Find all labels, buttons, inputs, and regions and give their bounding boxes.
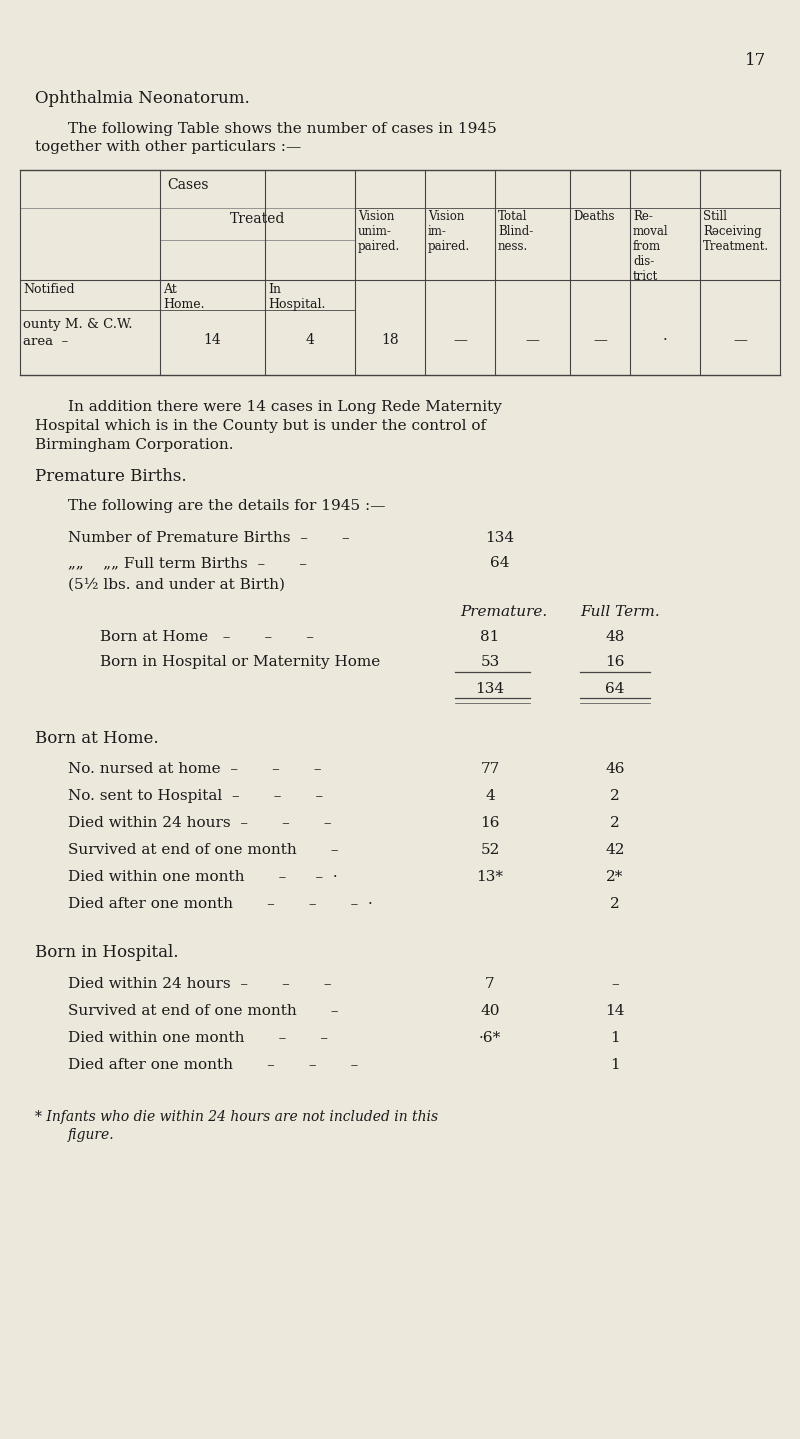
Text: Survived at end of one month       –: Survived at end of one month – — [68, 1004, 338, 1017]
Text: area  –: area – — [23, 335, 68, 348]
Text: Premature.: Premature. — [460, 604, 547, 619]
Text: 14: 14 — [606, 1004, 625, 1017]
Text: 64: 64 — [606, 682, 625, 696]
Text: Vision
im-
paired.: Vision im- paired. — [428, 210, 470, 253]
Text: 77: 77 — [480, 763, 500, 776]
Text: 46: 46 — [606, 763, 625, 776]
Text: (5½ lbs. and under at Birth): (5½ lbs. and under at Birth) — [68, 578, 285, 591]
Text: 64: 64 — [490, 555, 510, 570]
Text: 7: 7 — [485, 977, 495, 991]
Text: 13*: 13* — [477, 871, 503, 884]
Text: Died within 24 hours  –       –       –: Died within 24 hours – – – — [68, 977, 331, 991]
Text: Born at Home   –       –       –: Born at Home – – – — [100, 630, 314, 645]
Text: At
Home.: At Home. — [163, 283, 205, 311]
Text: Born at Home.: Born at Home. — [35, 730, 158, 747]
Text: Died after one month       –       –       –: Died after one month – – – — [68, 1058, 358, 1072]
Text: Died after one month       –       –       –  ·: Died after one month – – – · — [68, 896, 373, 911]
Text: 134: 134 — [475, 682, 505, 696]
Text: Deaths: Deaths — [573, 210, 614, 223]
Text: 2: 2 — [610, 789, 620, 803]
Text: 4: 4 — [485, 789, 495, 803]
Text: 14: 14 — [204, 332, 222, 347]
Text: The following are the details for 1945 :—: The following are the details for 1945 :… — [68, 499, 386, 512]
Text: No. sent to Hospital  –       –       –: No. sent to Hospital – – – — [68, 789, 323, 803]
Text: Born in Hospital or Maternity Home: Born in Hospital or Maternity Home — [100, 655, 380, 669]
Text: 42: 42 — [606, 843, 625, 858]
Text: 2: 2 — [610, 816, 620, 830]
Text: In addition there were 14 cases in Long Rede Maternity: In addition there were 14 cases in Long … — [68, 400, 502, 414]
Text: ·: · — [662, 332, 667, 347]
Text: 1: 1 — [610, 1030, 620, 1045]
Text: Re-
moval
from
dis-
trict: Re- moval from dis- trict — [633, 210, 669, 283]
Text: Born in Hospital.: Born in Hospital. — [35, 944, 178, 961]
Text: Ophthalmia Neonatorum.: Ophthalmia Neonatorum. — [35, 91, 250, 106]
Text: Cases: Cases — [166, 178, 208, 191]
Text: —: — — [733, 332, 747, 347]
Text: 2: 2 — [610, 896, 620, 911]
Text: Total
Blind-
ness.: Total Blind- ness. — [498, 210, 534, 253]
Text: * Infants who die within 24 hours are not included in this: * Infants who die within 24 hours are no… — [35, 1109, 438, 1124]
Text: 18: 18 — [381, 332, 399, 347]
Text: Birmingham Corporation.: Birmingham Corporation. — [35, 437, 234, 452]
Text: —: — — [593, 332, 607, 347]
Text: Survived at end of one month       –: Survived at end of one month – — [68, 843, 338, 858]
Text: Treated: Treated — [230, 212, 285, 226]
Text: 52: 52 — [480, 843, 500, 858]
Text: „„    „„ Full term Births  –       –: „„ „„ Full term Births – – — [68, 555, 307, 570]
Text: Still
Rəceiving
Treatment.: Still Rəceiving Treatment. — [703, 210, 769, 253]
Text: 16: 16 — [480, 816, 500, 830]
Text: 48: 48 — [606, 630, 625, 645]
Text: —: — — [526, 332, 539, 347]
Text: 81: 81 — [480, 630, 500, 645]
Text: 2*: 2* — [606, 871, 624, 884]
Text: Full Term.: Full Term. — [580, 604, 660, 619]
Text: —: — — [453, 332, 467, 347]
Text: Premature Births.: Premature Births. — [35, 468, 186, 485]
Text: Vision
unim-
paired.: Vision unim- paired. — [358, 210, 400, 253]
Text: The following Table shows the number of cases in 1945: The following Table shows the number of … — [68, 122, 497, 137]
Text: 134: 134 — [486, 531, 514, 545]
Text: –: – — [611, 977, 619, 991]
Text: Hospital which is in the County but is under the control of: Hospital which is in the County but is u… — [35, 419, 486, 433]
Text: ounty M. & C.W.: ounty M. & C.W. — [23, 318, 133, 331]
Text: Died within 24 hours  –       –       –: Died within 24 hours – – – — [68, 816, 331, 830]
Text: Number of Premature Births  –       –: Number of Premature Births – – — [68, 531, 350, 545]
Text: 53: 53 — [480, 655, 500, 669]
Text: Notified: Notified — [23, 283, 74, 296]
Text: figure.: figure. — [68, 1128, 114, 1143]
Text: No. nursed at home  –       –       –: No. nursed at home – – – — [68, 763, 322, 776]
Text: In
Hospital.: In Hospital. — [268, 283, 326, 311]
Text: 4: 4 — [306, 332, 314, 347]
Text: 1: 1 — [610, 1058, 620, 1072]
Text: 16: 16 — [606, 655, 625, 669]
Text: Died within one month       –       –: Died within one month – – — [68, 1030, 328, 1045]
Text: 40: 40 — [480, 1004, 500, 1017]
Text: ·6*: ·6* — [479, 1030, 501, 1045]
Text: 17: 17 — [745, 52, 766, 69]
Text: Died within one month       –      –  ·: Died within one month – – · — [68, 871, 338, 884]
Text: together with other particulars :—: together with other particulars :— — [35, 140, 302, 154]
